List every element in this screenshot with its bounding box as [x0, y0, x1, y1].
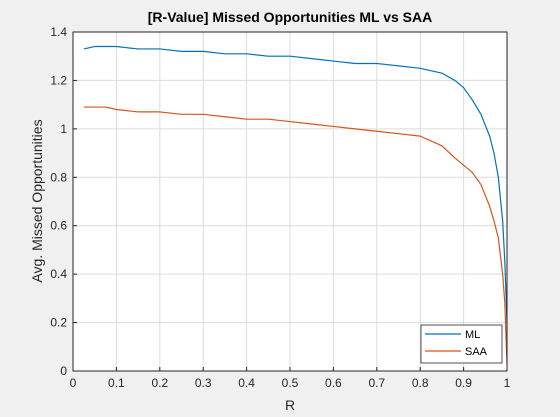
y-tick-label: 1.2 — [50, 73, 67, 87]
x-tick-label: 0.9 — [455, 376, 472, 390]
x-tick-label: 1 — [504, 376, 511, 390]
x-tick-label: 0.1 — [108, 376, 125, 390]
y-tick-label: 0.4 — [50, 267, 67, 281]
x-tick-label: 0 — [70, 376, 77, 390]
x-tick-label: 0.5 — [282, 376, 299, 390]
y-tick-label: 0.8 — [50, 170, 67, 184]
y-tick-label: 0.2 — [50, 316, 67, 330]
y-tick-label: 1.4 — [50, 25, 67, 39]
x-tick-label: 0.2 — [151, 376, 168, 390]
x-tick-label: 0.7 — [368, 376, 385, 390]
x-tick-label: 0.8 — [412, 376, 429, 390]
x-tick-label: 0.3 — [195, 376, 212, 390]
x-axis-label: R — [285, 397, 295, 413]
legend-ml-label: ML — [465, 329, 480, 341]
y-tick-label: 0 — [60, 364, 67, 378]
legend-box — [421, 325, 502, 363]
legend: ML SAA — [421, 325, 502, 363]
y-tick-label: 1 — [60, 122, 67, 136]
legend-saa-label: SAA — [465, 346, 488, 358]
y-axis-label: Avg. Missed Opportunities — [29, 119, 45, 282]
chart-title: [R-Value] Missed Opportunities ML vs SAA — [148, 9, 432, 25]
y-tick-label: 0.6 — [50, 219, 67, 233]
x-tick-label: 0.4 — [238, 376, 255, 390]
x-tick-label: 0.6 — [325, 376, 342, 390]
